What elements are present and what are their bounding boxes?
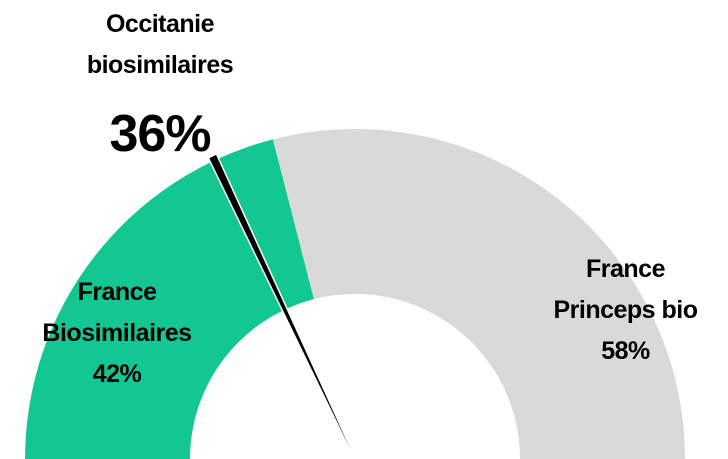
gauge-segment — [272, 129, 685, 459]
series-label: France Biosimilaires — [42, 278, 192, 347]
series-label: France Princeps bio — [553, 255, 698, 324]
needle-value-label: 36% — [109, 105, 211, 163]
value-label: 58% — [601, 337, 650, 365]
needle — [207, 152, 357, 459]
value-label: 42% — [92, 360, 142, 388]
needle-label: Occitanie biosimilaires — [86, 10, 234, 79]
